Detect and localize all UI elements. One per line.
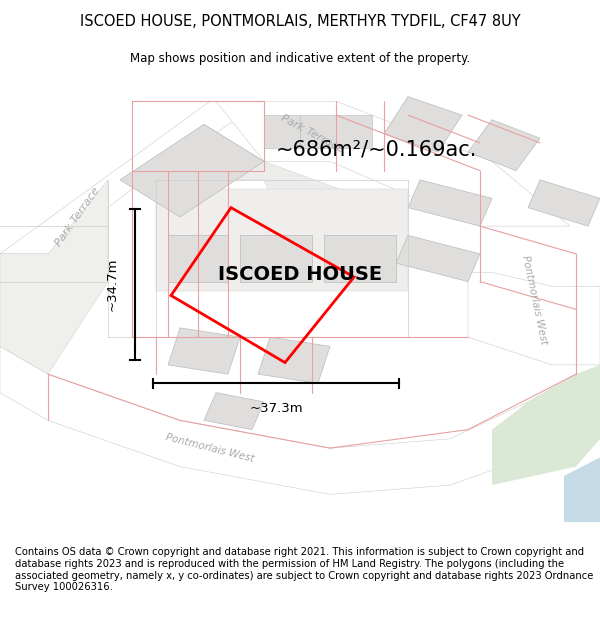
Text: ~686m²/~0.169ac.: ~686m²/~0.169ac. [276,140,478,160]
Polygon shape [528,180,600,226]
Polygon shape [156,124,390,272]
Text: ~37.3m: ~37.3m [249,402,303,415]
Text: Park Terrace: Park Terrace [54,186,102,248]
Polygon shape [120,124,264,217]
Polygon shape [468,272,600,365]
Text: Pontmorlais West: Pontmorlais West [520,254,548,346]
Text: Pontmorlais West: Pontmorlais West [164,432,256,464]
Text: Map shows position and indicative extent of the property.: Map shows position and indicative extent… [130,52,470,65]
Bar [264,115,300,148]
Polygon shape [0,101,264,254]
Polygon shape [324,236,396,282]
Text: Contains OS data © Crown copyright and database right 2021. This information is : Contains OS data © Crown copyright and d… [15,548,593,592]
Polygon shape [0,346,576,494]
Polygon shape [216,101,570,226]
Polygon shape [0,180,108,374]
Polygon shape [204,392,264,429]
Polygon shape [0,254,48,374]
Polygon shape [156,189,408,291]
Polygon shape [564,458,600,522]
Bar [300,115,336,148]
Polygon shape [240,236,312,282]
Polygon shape [384,97,462,152]
Text: ISCOED HOUSE: ISCOED HOUSE [218,265,382,284]
Text: Park Terrace: Park Terrace [279,113,345,154]
Polygon shape [492,365,600,485]
Text: ~34.7m: ~34.7m [106,258,119,311]
Polygon shape [258,337,330,383]
Polygon shape [468,120,540,171]
Polygon shape [168,236,228,282]
Text: ISCOED HOUSE, PONTMORLAIS, MERTHYR TYDFIL, CF47 8UY: ISCOED HOUSE, PONTMORLAIS, MERTHYR TYDFI… [80,14,520,29]
Bar [336,115,372,148]
Polygon shape [408,180,492,226]
Polygon shape [396,236,480,282]
Polygon shape [168,328,240,374]
